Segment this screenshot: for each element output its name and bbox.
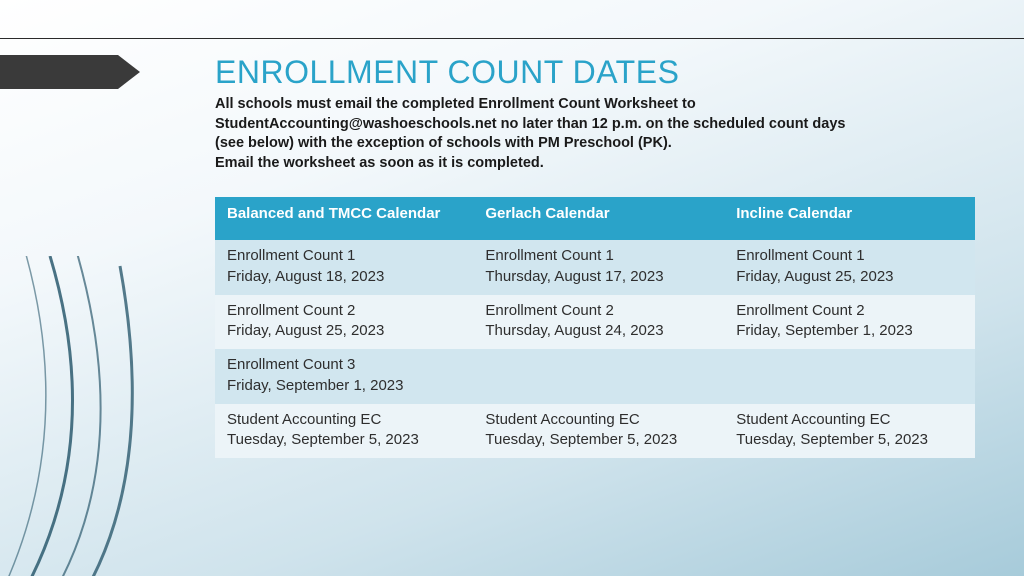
table-cell — [473, 349, 724, 404]
cell-date: Friday, August 25, 2023 — [227, 321, 461, 341]
cell-date: Friday, September 1, 2023 — [227, 376, 461, 396]
cell-label: Enrollment Count 1 — [485, 246, 712, 266]
cell-date: Thursday, August 17, 2023 — [485, 267, 712, 287]
cell-date: Tuesday, September 5, 2023 — [736, 430, 963, 450]
cell-label: Enrollment Count 2 — [736, 301, 963, 321]
cell-label: Enrollment Count 1 — [227, 246, 461, 266]
cell-label: Enrollment Count 2 — [227, 301, 461, 321]
table-header-row: Balanced and TMCC Calendar Gerlach Calen… — [215, 197, 975, 240]
cell-date: Tuesday, September 5, 2023 — [485, 430, 712, 450]
table-cell: Enrollment Count 2Thursday, August 24, 2… — [473, 295, 724, 350]
table-cell: Enrollment Count 1Friday, August 18, 202… — [215, 240, 473, 295]
horizontal-rule — [0, 38, 1024, 39]
enrollment-dates-table: Balanced and TMCC Calendar Gerlach Calen… — [215, 197, 975, 458]
table-cell: Student Accounting ECTuesday, September … — [215, 404, 473, 459]
cell-label: Student Accounting EC — [227, 410, 461, 430]
table-cell: Enrollment Count 1Thursday, August 17, 2… — [473, 240, 724, 295]
arrow-decoration — [0, 55, 145, 89]
table-cell: Enrollment Count 3Friday, September 1, 2… — [215, 349, 473, 404]
table-cell — [724, 349, 975, 404]
cell-date: Friday, August 25, 2023 — [736, 267, 963, 287]
table-cell: Student Accounting ECTuesday, September … — [473, 404, 724, 459]
cell-date: Friday, August 18, 2023 — [227, 267, 461, 287]
table-cell: Enrollment Count 2Friday, September 1, 2… — [724, 295, 975, 350]
cell-label: Student Accounting EC — [736, 410, 963, 430]
table-row: Student Accounting ECTuesday, September … — [215, 404, 975, 459]
table-row: Enrollment Count 2Friday, August 25, 202… — [215, 295, 975, 350]
swoop-decoration — [0, 256, 230, 576]
cell-label: Enrollment Count 2 — [485, 301, 712, 321]
table-cell: Enrollment Count 2Friday, August 25, 202… — [215, 295, 473, 350]
slide-description: All schools must email the completed Enr… — [215, 95, 855, 173]
col-header-balanced: Balanced and TMCC Calendar — [215, 197, 473, 240]
col-header-gerlach: Gerlach Calendar — [473, 197, 724, 240]
cell-label: Enrollment Count 1 — [736, 246, 963, 266]
table-body: Enrollment Count 1Friday, August 18, 202… — [215, 240, 975, 458]
table-cell: Student Accounting ECTuesday, September … — [724, 404, 975, 459]
table-row: Enrollment Count 3Friday, September 1, 2… — [215, 349, 975, 404]
col-header-incline: Incline Calendar — [724, 197, 975, 240]
cell-date: Friday, September 1, 2023 — [736, 321, 963, 341]
slide-content: ENROLLMENT COUNT DATES All schools must … — [215, 54, 975, 458]
cell-date: Thursday, August 24, 2023 — [485, 321, 712, 341]
slide-title: ENROLLMENT COUNT DATES — [215, 54, 975, 91]
table-row: Enrollment Count 1Friday, August 18, 202… — [215, 240, 975, 295]
cell-label: Student Accounting EC — [485, 410, 712, 430]
cell-date: Tuesday, September 5, 2023 — [227, 430, 461, 450]
table-cell: Enrollment Count 1Friday, August 25, 202… — [724, 240, 975, 295]
cell-label: Enrollment Count 3 — [227, 355, 461, 375]
